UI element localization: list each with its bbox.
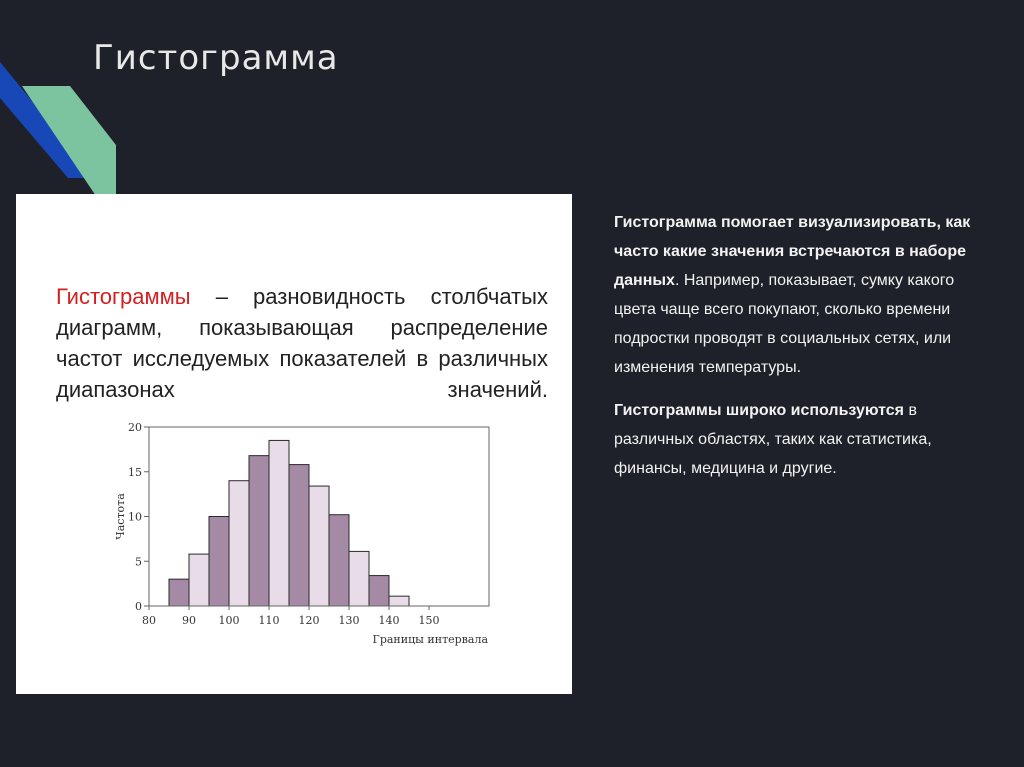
histogram-chart: 0 5 10 15 20 80 90 100 110 120 130 140 150 Границы ин…	[114, 421, 490, 646]
description-p1-rest: . Например, показывает, сумку какого цве…	[614, 272, 955, 376]
histogram-bar	[348, 550, 370, 607]
x-tick-label: 110	[259, 614, 280, 627]
histogram-bar	[268, 439, 290, 607]
definition-text: Гистограммы – разновидность столбчатых д…	[56, 281, 548, 405]
slide-title: Гистограмма	[93, 38, 339, 78]
definition-body: – разновидность столбчатых диаграмм, пок…	[56, 284, 548, 402]
histogram-bar	[208, 516, 230, 607]
histogram-bar	[328, 514, 350, 607]
histogram-bar	[248, 455, 270, 607]
description-paragraph-2: Гистограммы широко используются в различ…	[614, 396, 984, 483]
x-tick-label: 150	[419, 614, 440, 627]
accent-stripe-green	[22, 86, 116, 196]
y-tick-label: 5	[135, 555, 142, 568]
description-p1-bold: Гистограмма помогает визуализировать, ка…	[614, 214, 971, 289]
x-tick-label: 80	[142, 614, 156, 627]
y-tick-label: 20	[128, 421, 142, 434]
corner-accent-stripes	[0, 62, 116, 196]
histogram-bar	[228, 480, 250, 607]
image-panel	[16, 194, 572, 694]
histogram-bar	[308, 485, 330, 607]
definition-term: Гистограммы	[56, 284, 191, 309]
y-axis-label: Частота	[114, 493, 127, 540]
y-tick-label: 0	[135, 600, 142, 613]
y-tick-label: 15	[128, 466, 142, 479]
histogram-bar	[188, 553, 210, 607]
x-axis-label: Границы интервала	[373, 633, 489, 646]
description-p2-rest: в различных областях, таких как статисти…	[614, 402, 932, 477]
histogram-bar	[168, 578, 190, 607]
description-paragraph-1: Гистограмма помогает визуализировать, ка…	[614, 208, 984, 382]
y-tick-label: 10	[128, 511, 142, 524]
x-tick-label: 120	[299, 614, 320, 627]
histogram-bar	[288, 464, 310, 607]
description-block: Гистограмма помогает визуализировать, ка…	[614, 208, 984, 497]
description-p2-bold: Гистограммы широко используются	[614, 402, 905, 419]
histogram-bar	[388, 595, 410, 607]
x-tick-label: 140	[379, 614, 400, 627]
x-tick-label: 90	[182, 614, 196, 627]
x-tick-label: 130	[339, 614, 360, 627]
x-tick-label: 100	[219, 614, 240, 627]
histogram-bar	[368, 575, 390, 607]
